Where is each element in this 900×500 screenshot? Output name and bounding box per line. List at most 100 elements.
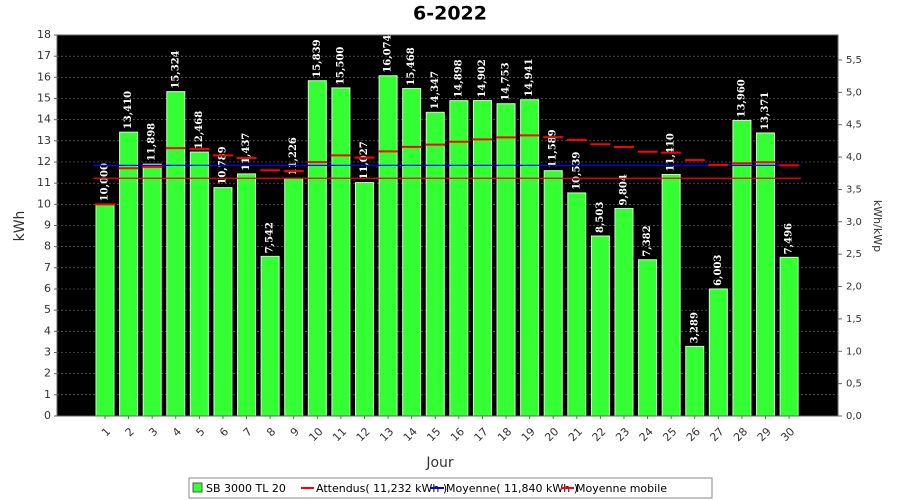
value-label: 15,324 xyxy=(170,50,181,88)
bar xyxy=(425,111,445,417)
value-label: 14,753 xyxy=(501,62,512,100)
value-label: 7,496 xyxy=(784,223,795,254)
y2-tick-label: 3,5 xyxy=(846,184,862,195)
bar xyxy=(590,235,610,417)
y-tick-label: 12 xyxy=(37,155,51,168)
y-tick-label: 0 xyxy=(44,409,51,422)
bar xyxy=(708,288,728,417)
x-tick-label: 15 xyxy=(424,425,443,444)
value-label: 8,503 xyxy=(595,202,606,233)
bar xyxy=(779,256,799,417)
value-label: 13,960 xyxy=(736,79,747,117)
bar xyxy=(166,91,186,417)
bar xyxy=(284,177,304,417)
value-label: 11,898 xyxy=(147,123,158,161)
bar xyxy=(142,163,162,417)
plot-border xyxy=(56,34,839,417)
y-tick-label: 15 xyxy=(37,92,51,105)
y2-tick-label: 0,5 xyxy=(846,379,862,390)
bar xyxy=(638,259,658,417)
x-tick-label: 14 xyxy=(401,425,420,444)
y2-tick-label: 5,0 xyxy=(846,87,862,98)
x-tick-label: 8 xyxy=(264,425,278,439)
x-tick-label: 26 xyxy=(684,425,703,444)
bar xyxy=(543,170,563,417)
value-label: 13,410 xyxy=(123,91,134,129)
x-tick-label: 4 xyxy=(170,425,184,439)
x-tick-label: 17 xyxy=(472,425,491,444)
y-tick-label: 2 xyxy=(44,367,51,380)
legend-label: SB 3000 TL 20 xyxy=(206,482,286,495)
y-tick-label: 10 xyxy=(37,197,51,210)
value-label: 15,839 xyxy=(312,39,323,77)
bar xyxy=(449,100,469,417)
value-label: 12,468 xyxy=(194,111,205,149)
x-tick-label: 23 xyxy=(613,425,632,444)
plot-area xyxy=(57,35,838,416)
y2-tick-label: 3,0 xyxy=(846,217,862,228)
value-label: 14,902 xyxy=(477,59,488,97)
x-tick-label: 28 xyxy=(731,425,750,444)
x-tick-label: 18 xyxy=(495,425,514,444)
value-label: 15,500 xyxy=(335,47,346,85)
y-tick-label: 8 xyxy=(44,240,51,253)
bar xyxy=(756,132,776,417)
y-tick-label: 14 xyxy=(37,113,51,126)
y2-tick-label: 4,5 xyxy=(846,120,862,131)
x-tick-label: 21 xyxy=(566,425,585,444)
x-tick-label: 5 xyxy=(193,425,207,439)
value-label: 11,027 xyxy=(359,141,370,179)
value-label: 3,289 xyxy=(689,312,700,343)
value-label: 14,347 xyxy=(430,71,441,109)
bar xyxy=(260,255,280,417)
bar xyxy=(354,182,374,417)
value-label: 11,589 xyxy=(548,129,559,167)
bar xyxy=(402,88,422,417)
bar xyxy=(378,75,398,417)
y-tick-label: 7 xyxy=(44,261,51,274)
bar xyxy=(661,173,681,417)
bar xyxy=(567,192,587,417)
chart-title: 6-2022 xyxy=(413,3,487,25)
value-label: 14,898 xyxy=(453,59,464,97)
y-tick-label: 18 xyxy=(37,28,51,41)
value-label: 10,000 xyxy=(100,163,111,201)
bar xyxy=(685,345,705,417)
x-tick-label: 3 xyxy=(146,425,160,439)
value-label: 9,804 xyxy=(618,174,629,205)
value-label: 10,539 xyxy=(571,152,582,190)
value-label: 11,226 xyxy=(288,137,299,175)
y-tick-label: 13 xyxy=(37,134,51,147)
x-tick-label: 12 xyxy=(354,425,373,444)
x-tick-label: 11 xyxy=(330,425,349,444)
y-tick-label: 9 xyxy=(44,219,51,232)
y2-tick-label: 2,0 xyxy=(846,282,862,293)
legend-label: Moyenne( 11,840 kWh ) xyxy=(446,482,578,495)
x-tick-label: 9 xyxy=(288,425,302,439)
bar xyxy=(237,173,257,417)
y2-tick-label: 1,0 xyxy=(846,346,862,357)
x-axis-title: Jour xyxy=(425,455,454,471)
bar xyxy=(520,99,540,417)
y-tick-label: 11 xyxy=(37,176,51,189)
y-tick-label: 6 xyxy=(44,282,51,295)
legend-label: Attendus( 11,232 kWh ) xyxy=(316,482,447,495)
value-label: 14,941 xyxy=(524,58,535,96)
y-tick-label: 3 xyxy=(44,346,51,359)
x-tick-label: 16 xyxy=(448,425,467,444)
x-tick-label: 6 xyxy=(217,425,231,439)
x-tick-label: 13 xyxy=(377,425,396,444)
x-tick-label: 27 xyxy=(707,425,726,444)
x-tick-label: 29 xyxy=(755,425,774,444)
x-tick-label: 10 xyxy=(306,425,325,444)
value-label: 7,542 xyxy=(265,222,276,253)
x-tick-label: 30 xyxy=(778,425,797,444)
y-tick-label: 16 xyxy=(37,70,51,83)
x-tick-label: 19 xyxy=(519,425,538,444)
value-label: 16,074 xyxy=(383,34,394,72)
value-label: 15,468 xyxy=(406,47,417,85)
value-label: 13,371 xyxy=(760,92,771,130)
y-tick-label: 17 xyxy=(37,49,51,62)
x-tick-label: 24 xyxy=(637,425,656,444)
